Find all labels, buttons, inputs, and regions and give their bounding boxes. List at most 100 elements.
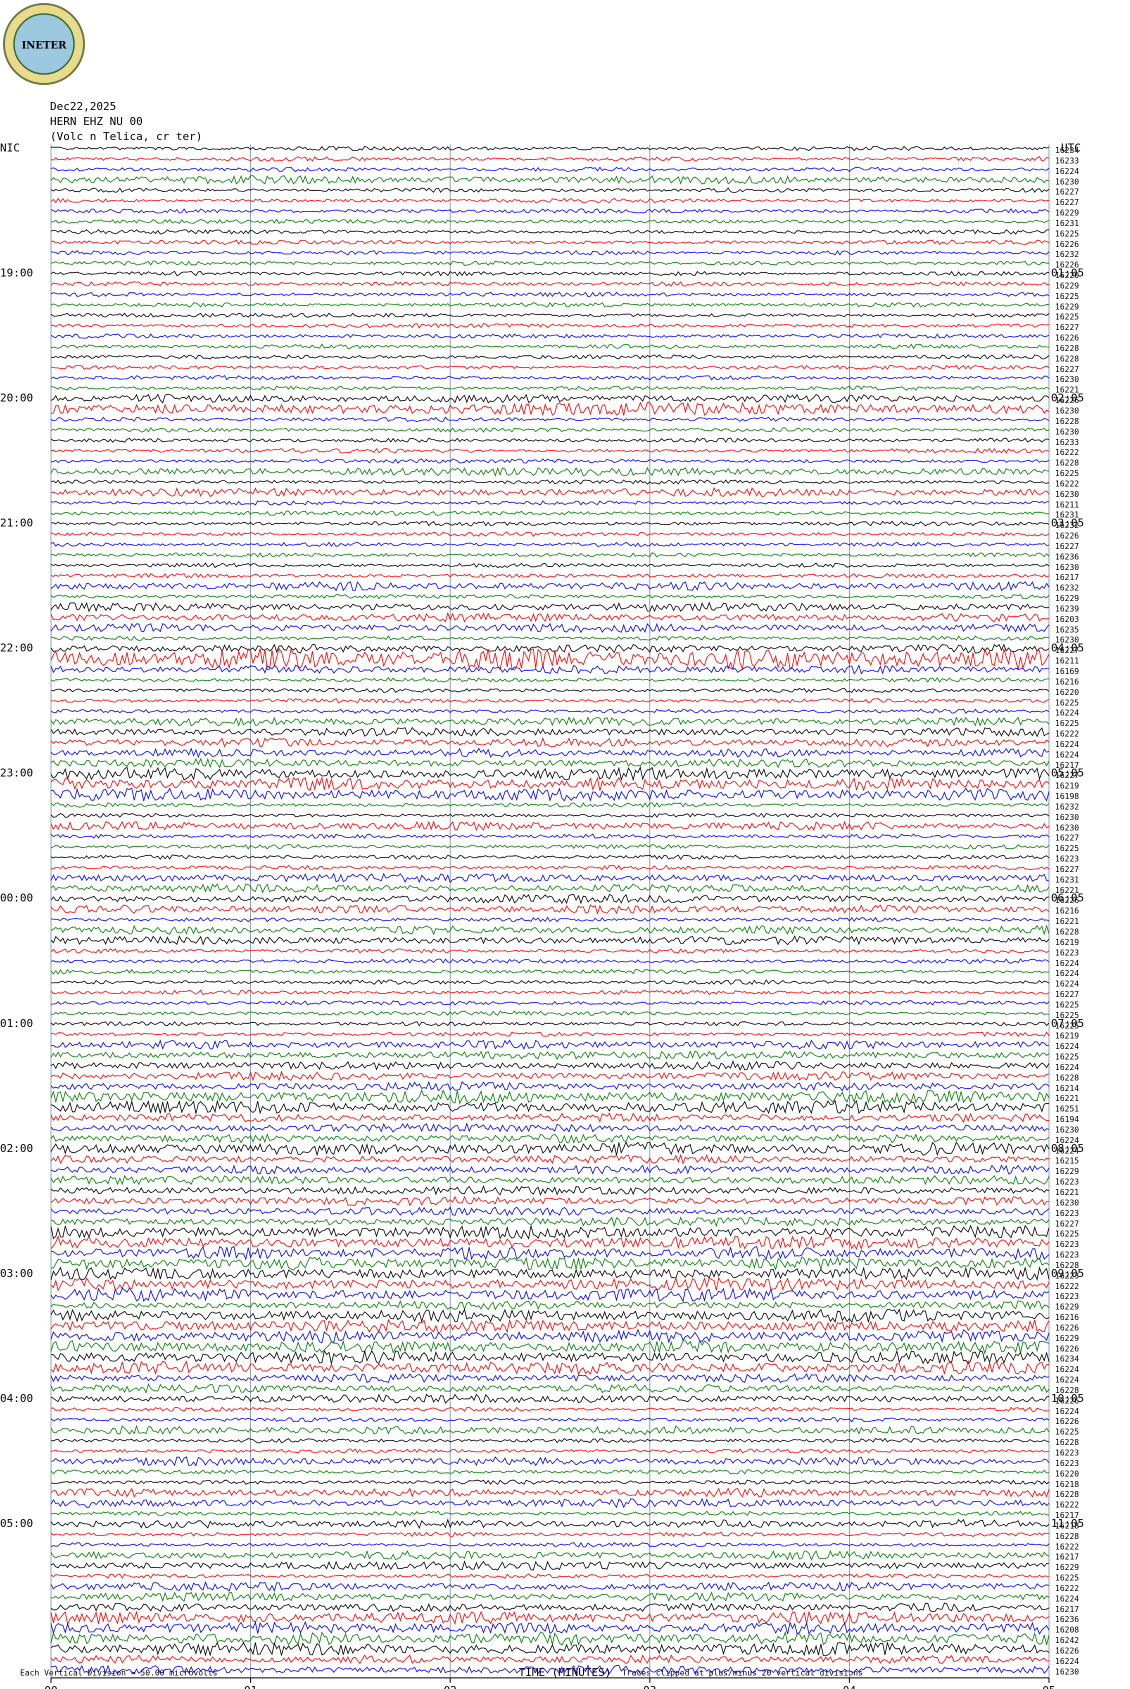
trace	[50, 787, 1050, 802]
trace	[50, 716, 1050, 727]
trace	[50, 520, 1050, 527]
row-label: 16225	[1055, 313, 1079, 322]
utc-time-label: 10:05	[1051, 1392, 1084, 1405]
trace	[50, 989, 1050, 996]
row-label: 16219	[1055, 782, 1079, 791]
row-label: 16229	[1055, 1334, 1079, 1343]
trace	[50, 572, 1050, 579]
trace	[50, 698, 1050, 704]
row-label: 16228	[1055, 354, 1079, 363]
trace	[50, 427, 1050, 433]
trace	[50, 757, 1050, 769]
trace	[50, 1300, 1050, 1311]
trace	[51, 979, 1050, 985]
row-label: 16232	[1055, 250, 1079, 259]
trace	[50, 187, 1050, 194]
row-label: 16226	[1055, 261, 1079, 270]
row-label: 16228	[1055, 928, 1079, 937]
trace	[50, 1021, 1050, 1027]
local-time-label: 04:00	[0, 1392, 33, 1405]
row-label: 16232	[1055, 521, 1079, 530]
trace	[50, 250, 1050, 256]
trace	[50, 1510, 1050, 1517]
row-label: 16218	[1055, 1480, 1079, 1489]
trace	[50, 466, 1050, 477]
row-label: 16223	[1055, 1449, 1079, 1458]
trace	[50, 1245, 1050, 1261]
trace	[50, 1184, 1050, 1196]
row-label: 16230	[1055, 177, 1079, 186]
row-label: 16227	[1055, 865, 1079, 874]
trace	[50, 510, 1050, 516]
utc-time-label: 04:05	[1051, 642, 1084, 655]
trace	[50, 1235, 1050, 1251]
row-label: 16230	[1055, 823, 1079, 832]
row-label: 16226	[1055, 1396, 1079, 1405]
utc-time-label: 01:05	[1051, 267, 1084, 280]
trace	[50, 1000, 1050, 1006]
row-label: 16228	[1055, 344, 1079, 353]
row-label: 16223	[1055, 1271, 1079, 1280]
row-label: 16230	[1055, 636, 1079, 645]
row-label: 16228	[1055, 417, 1079, 426]
row-label: 16225	[1055, 292, 1079, 301]
row-label: 16228	[1055, 459, 1079, 468]
row-label: 16228	[1055, 1073, 1079, 1082]
row-label: 16226	[1055, 1323, 1079, 1332]
row-label: 16236	[1055, 552, 1079, 561]
row-label: 16220	[1055, 1469, 1079, 1478]
row-label: 16225	[1055, 1021, 1079, 1030]
row-label: 16217	[1055, 761, 1079, 770]
x-tick-label: 05	[1042, 1684, 1055, 1689]
trace	[50, 1153, 1050, 1165]
trace	[50, 312, 1050, 318]
row-label: 16225	[1055, 1000, 1079, 1009]
row-label: 16224	[1055, 1146, 1079, 1155]
row-label: 16227	[1055, 542, 1079, 551]
trace	[50, 1133, 1050, 1144]
trace	[50, 333, 1050, 339]
trace	[50, 747, 1050, 759]
trace	[50, 969, 1050, 975]
trace	[50, 581, 1050, 592]
row-label: 16225	[1055, 1230, 1079, 1239]
row-label: 16224	[1055, 1407, 1079, 1416]
trace	[50, 1031, 1050, 1038]
trace	[50, 1448, 1049, 1454]
row-label: 16225	[1055, 469, 1079, 478]
row-label: 16231	[1055, 511, 1079, 520]
row-label: 16224	[1055, 740, 1079, 749]
trace	[50, 833, 1050, 840]
row-label: 16223	[1055, 855, 1079, 864]
row-label: 16233	[1055, 438, 1079, 447]
row-label: 16216	[1055, 1313, 1079, 1322]
trace	[50, 1550, 1050, 1561]
row-label: 16226	[1055, 396, 1079, 405]
utc-time-label: 11:05	[1051, 1517, 1084, 1530]
trace	[50, 594, 1050, 600]
station-name: (Volc n Telica, cr ter)	[50, 130, 202, 143]
trace	[50, 1174, 1050, 1186]
trace	[50, 904, 1050, 915]
row-label: 16218	[1055, 1521, 1079, 1530]
row-label: 16229	[1055, 302, 1079, 311]
row-label: 16227	[1055, 365, 1079, 374]
trace	[50, 239, 1050, 245]
trace	[50, 1099, 1050, 1115]
row-label: 16219	[1055, 938, 1079, 947]
trace	[50, 736, 1050, 748]
trace	[50, 1580, 1050, 1592]
trace	[50, 1070, 1050, 1082]
x-tick-label: 00	[44, 1684, 57, 1689]
trace	[50, 1010, 1050, 1016]
logo-text: INETER	[22, 41, 68, 52]
row-label: 16225	[1055, 844, 1079, 853]
row-label: 16203	[1055, 615, 1079, 624]
row-label: 16217	[1055, 573, 1079, 582]
trace	[50, 385, 1050, 391]
trace	[50, 393, 1050, 404]
trace	[50, 1195, 1050, 1207]
row-label: 16227	[1055, 646, 1079, 655]
trace	[50, 562, 1050, 569]
